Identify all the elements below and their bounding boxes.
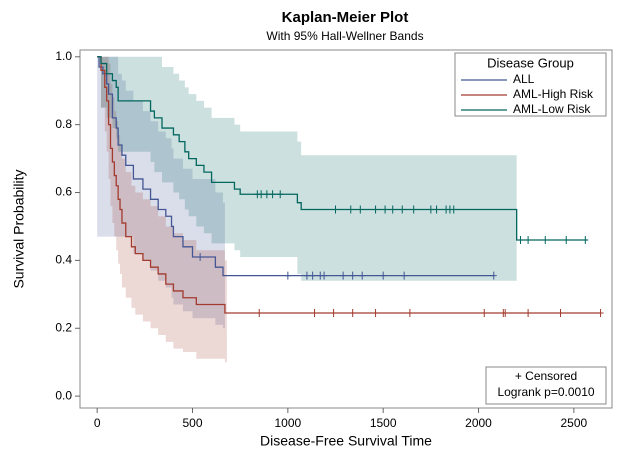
censor-mark (525, 236, 532, 245)
censored-note: + Censored (515, 369, 577, 383)
censor-mark (389, 205, 396, 214)
chart-title: Kaplan-Meier Plot (282, 9, 409, 26)
y-tick-label: 0.0 (55, 388, 72, 402)
censor-mark (269, 190, 276, 199)
censor-mark (401, 271, 408, 280)
censor-mark (284, 271, 291, 280)
censor-mark (263, 190, 270, 199)
censor-mark (582, 236, 589, 245)
censor-mark (349, 271, 356, 280)
legend-label: AML-High Risk (513, 87, 594, 101)
censor-mark (399, 205, 406, 214)
censor-mark (258, 190, 265, 199)
censor-mark (433, 205, 440, 214)
x-tick-label: 2500 (561, 416, 588, 430)
censor-mark (380, 271, 387, 280)
censor-mark (410, 205, 417, 214)
censor-mark (382, 205, 389, 214)
confidence-band (97, 56, 517, 281)
censor-mark (502, 308, 509, 317)
censor-mark (450, 205, 457, 214)
censor-mark (256, 308, 263, 317)
y-tick-label: 0.6 (55, 185, 72, 199)
y-axis-title: Survival Probability (11, 169, 27, 288)
censor-mark (340, 271, 347, 280)
x-tick-label: 0 (94, 416, 101, 430)
y-tick-label: 0.4 (55, 253, 72, 267)
censor-mark (372, 308, 379, 317)
x-axis-title: Disease-Free Survival Time (260, 433, 432, 449)
censor-mark (490, 271, 497, 280)
survival-curve (97, 56, 588, 241)
censor-mark (481, 308, 488, 317)
y-tick-label: 0.2 (55, 320, 72, 334)
x-tick-label: 2000 (465, 416, 492, 430)
survival-curve (97, 56, 601, 314)
x-tick-label: 500 (182, 416, 202, 430)
logrank-note: Logrank p=0.0010 (497, 385, 594, 399)
censor-mark (406, 308, 413, 317)
censor-mark (525, 308, 532, 317)
y-tick-label: 1.0 (55, 49, 72, 63)
censor-mark (332, 205, 339, 214)
censor-mark (349, 308, 356, 317)
censor-mark (277, 190, 284, 199)
censor-mark (557, 308, 564, 317)
survival-curve (97, 56, 494, 277)
stats-box (485, 366, 607, 405)
censor-mark (330, 308, 337, 317)
censor-mark (303, 271, 310, 280)
censor-mark (321, 271, 328, 280)
x-tick-label: 1500 (370, 416, 397, 430)
y-tick-label: 0.8 (55, 117, 72, 131)
censor-mark (372, 205, 379, 214)
x-tick-label: 1000 (274, 416, 301, 430)
censor-mark (517, 236, 524, 245)
censor-mark (311, 308, 318, 317)
censor-mark (359, 271, 366, 280)
censor-mark (309, 271, 316, 280)
censor-mark (427, 205, 434, 214)
censor-mark (542, 236, 549, 245)
censor-mark (563, 236, 570, 245)
censor-mark (597, 308, 604, 317)
legend-label: AML-Low Risk (513, 102, 591, 116)
censor-mark (197, 252, 204, 261)
censor-mark (347, 205, 354, 214)
legend-title: Disease Group (487, 55, 574, 70)
confidence-band (97, 56, 225, 329)
chart-subtitle: With 95% Hall-Wellner Bands (266, 29, 423, 43)
legend-label: ALL (513, 72, 535, 86)
confidence-band (97, 56, 227, 363)
legend-box (454, 52, 607, 117)
plot-frame (79, 49, 613, 409)
censor-mark (357, 205, 364, 214)
